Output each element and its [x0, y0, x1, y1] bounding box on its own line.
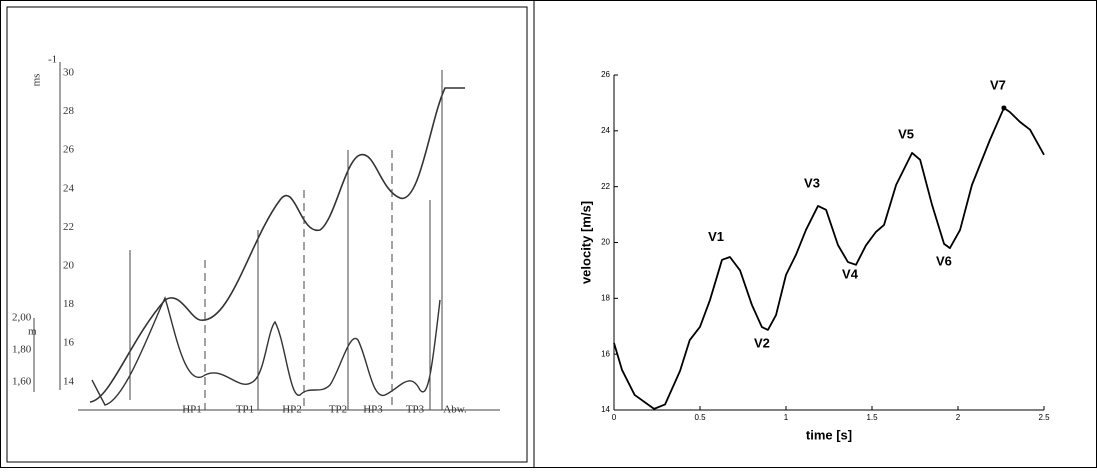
- speed-tick-label: 24: [63, 182, 75, 194]
- scan-frame: [6, 6, 528, 463]
- x-tick-label: 1: [784, 413, 789, 422]
- x-tick-label: 1.5: [866, 413, 878, 422]
- y-tick-label: 20: [601, 238, 610, 247]
- y-tick-label: 18: [601, 293, 610, 302]
- peak-label: V4: [842, 266, 859, 281]
- speed-unit-exp: -1: [48, 54, 57, 66]
- height-tick-label: 1,80: [12, 344, 32, 356]
- phase-label: TP3: [406, 404, 425, 416]
- speed-tick-label: 28: [63, 105, 75, 117]
- peak-label: V2: [754, 335, 770, 350]
- x-axis-label: time [s]: [806, 427, 852, 442]
- speed-tick-label: 30: [63, 67, 75, 79]
- peak-label: V1: [708, 229, 724, 244]
- y-tick-label: 14: [601, 405, 610, 414]
- height-unit: m: [28, 326, 37, 338]
- phase-label: Abw.: [443, 404, 467, 416]
- height-curve: [91, 296, 441, 406]
- peak-label: V3: [804, 175, 820, 190]
- velocity-chart: 14 16 18 20 22 24 26 0 0.5 1 1.5 2 2.5 time [s] veloci…: [578, 70, 1050, 442]
- speed-unit: ms: [31, 74, 43, 87]
- y-tick-label: 16: [601, 349, 610, 358]
- velocity-line: [613, 107, 1045, 410]
- y-tick-label: 24: [601, 126, 610, 135]
- x-tick-label: 2: [956, 413, 961, 422]
- v7-marker: [1001, 105, 1007, 111]
- peak-label: V7: [990, 77, 1006, 92]
- speed-tick-label: 20: [63, 260, 75, 272]
- y-tick-label: 22: [601, 182, 610, 191]
- speed-tick-label: 26: [63, 144, 75, 156]
- y-tick-label: 26: [601, 70, 610, 79]
- x-tick-label: 2.5: [1038, 413, 1050, 422]
- peak-label: V5: [898, 126, 914, 141]
- speed-tick-label: 14: [63, 375, 75, 387]
- scanned-diagram: ms -1 m 30 28 26 24 22 20 18 16 14 2,00 1,80 1,60 HP…: [6, 6, 528, 463]
- phase-label: TP1: [236, 404, 254, 416]
- speed-tick-label: 16: [63, 337, 75, 349]
- height-tick-label: 2,00: [12, 312, 32, 324]
- phase-label: HP1: [182, 404, 202, 416]
- phase-label: HP2: [282, 404, 302, 416]
- phase-lines: [129, 70, 443, 410]
- y-axis-label: velocity [m/s]: [578, 201, 593, 284]
- phase-label: HP3: [363, 404, 383, 416]
- speed-tick-label: 22: [63, 221, 74, 233]
- phase-label: TP2: [329, 404, 347, 416]
- x-tick-label: 0.5: [694, 413, 706, 422]
- height-tick-label: 1,60: [12, 376, 32, 388]
- peak-label: V6: [936, 254, 952, 269]
- speed-tick-label: 18: [63, 298, 75, 310]
- x-tick-label: 0: [612, 413, 617, 422]
